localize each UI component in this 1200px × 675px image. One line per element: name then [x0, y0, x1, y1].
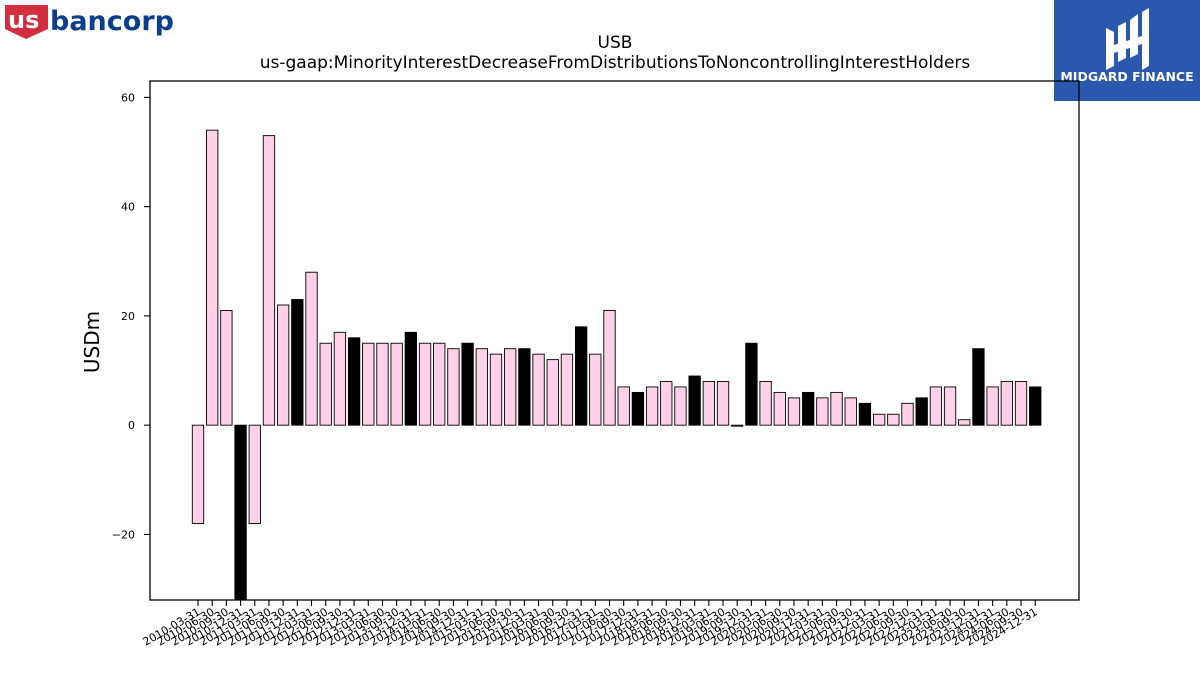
midgard-finance-logo: MIDGARD FINANCE [1054, 0, 1200, 101]
bar-2019-03-31 [702, 381, 715, 426]
bar-2020-09-30 [787, 397, 801, 426]
y-tick-label: 60 [121, 91, 135, 104]
bar-2024-09-30 [1014, 381, 1028, 426]
y-tick-label: 0 [128, 419, 135, 432]
bar-2022-06-30 [887, 413, 900, 426]
bar-2015-03-31 [475, 348, 488, 426]
bar-2012-12-31 [347, 337, 361, 426]
y-tick-label: 20 [121, 310, 135, 323]
bar-2017-06-30 [603, 310, 616, 426]
bar-2012-03-31 [305, 271, 318, 426]
midgard-emblem-icon [1106, 8, 1149, 70]
bar-2010-03-31 [191, 424, 205, 524]
bar-2012-09-30 [333, 331, 347, 426]
bar-2014-06-30 [433, 342, 446, 426]
bar-2016-03-31 [532, 353, 545, 426]
y-axis-ticks: −20 0 20 40 60 [112, 91, 150, 541]
bar-2012-06-30 [319, 342, 332, 426]
us-shield-shape [5, 5, 48, 39]
bar-2024-03-31 [986, 386, 999, 426]
bar-2020-12-31 [802, 391, 815, 426]
bar-2013-03-31 [362, 342, 375, 426]
bar-2013-12-31 [404, 331, 417, 426]
y-tick-label: −20 [112, 528, 135, 541]
bar-2017-03-31 [589, 353, 602, 426]
bar-2014-03-31 [418, 342, 432, 426]
bar-2010-12-31 [234, 424, 247, 601]
bar-2024-06-30 [1000, 381, 1013, 426]
bar-2023-12-31 [972, 348, 985, 426]
x-axis-ticks: 2010-03-312010-06-302010-09-302010-12-31… [141, 600, 1040, 649]
bar-2020-03-31 [759, 381, 772, 426]
bar-2015-06-30 [489, 353, 503, 426]
bar-2019-09-30 [731, 424, 744, 427]
bar-2021-09-30 [844, 397, 857, 426]
bar-2015-09-30 [504, 348, 517, 426]
bar-2023-09-30 [958, 419, 971, 426]
bar-2022-03-31 [872, 413, 886, 426]
bar-2011-12-31 [291, 299, 304, 426]
bars-group [191, 129, 1042, 601]
bar-2011-09-30 [276, 304, 290, 426]
logo-main: bancorp [50, 6, 174, 37]
bar-2018-06-30 [660, 381, 673, 426]
bar-2023-03-31 [929, 386, 943, 426]
y-tick-label: 40 [121, 201, 135, 214]
chart-subtitle: us-gaap:MinorityInterestDecreaseFromDist… [260, 53, 971, 73]
chart-title: USB [598, 33, 633, 53]
bar-2022-12-31 [915, 397, 928, 426]
bar-2022-09-30 [901, 402, 914, 426]
midgard-logo-text: MIDGARD FINANCE [1060, 69, 1193, 84]
bar-2016-12-31 [574, 326, 588, 426]
bar-2011-03-31 [248, 424, 261, 524]
bar-2013-09-30 [390, 342, 403, 426]
bar-2010-09-30 [220, 310, 233, 426]
bar-2018-03-31 [645, 386, 659, 426]
bar-2019-06-30 [716, 381, 730, 426]
bar-2021-03-31 [816, 397, 829, 426]
bar-2017-09-30 [617, 386, 630, 426]
bar-2023-06-30 [943, 386, 957, 426]
bar-2014-12-31 [461, 342, 474, 426]
bar-2016-06-30 [546, 359, 559, 426]
bar-2011-06-30 [262, 135, 276, 426]
bar-2024-12-31 [1029, 386, 1042, 426]
bar-2018-12-31 [688, 375, 701, 426]
bar-2019-12-31 [745, 342, 758, 426]
bar-2017-12-31 [631, 391, 645, 426]
bar-2018-09-30 [674, 386, 687, 426]
usbancorp-logo: us bancorp [4, 3, 200, 43]
y-axis-label: USDm [80, 311, 104, 373]
bar-2014-09-30 [447, 348, 460, 426]
bar-2021-12-31 [858, 402, 872, 426]
bar-2013-06-30 [376, 342, 389, 426]
bar-2010-06-30 [206, 129, 219, 426]
bar-2020-06-30 [773, 391, 786, 426]
logo-prefix: us [8, 6, 39, 34]
bar-2016-09-30 [560, 353, 574, 426]
plot-frame [149, 80, 1080, 601]
bar-2015-12-31 [518, 348, 531, 426]
bar-2021-06-30 [830, 391, 843, 426]
